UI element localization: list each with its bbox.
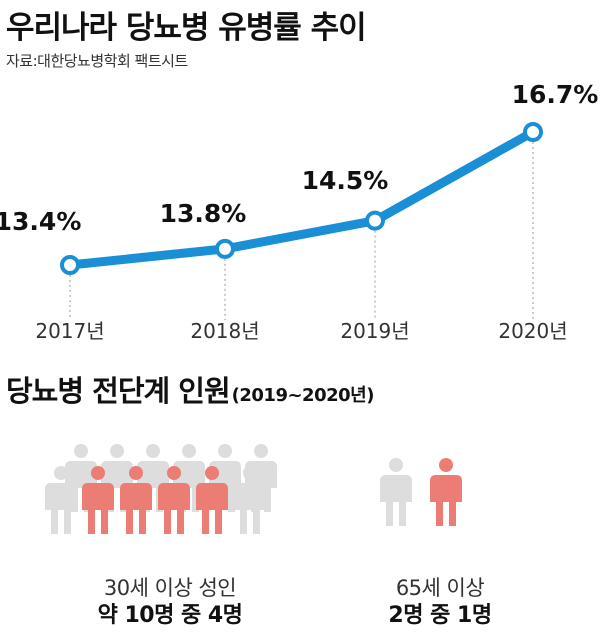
x-tick-label: 2018년 — [190, 319, 259, 343]
caption-adults-line2: 약 10명 중 4명 — [97, 603, 243, 628]
chart-title: 우리나라 당뇨병 유병률 추이 — [6, 10, 367, 46]
data-label: 14.5% — [302, 166, 389, 195]
people-group-seniors — [380, 458, 462, 526]
x-tick-label: 2019년 — [340, 319, 409, 343]
person-icon — [45, 466, 77, 534]
caption-adults-line1: 30세 이상 성인 — [103, 576, 237, 600]
person-icon-highlighted — [120, 466, 152, 534]
data-point — [60, 255, 80, 275]
caption-seniors-line2: 2명 중 1명 — [388, 603, 492, 628]
prevalence-line-chart: 13.4% 13.8% 14.5% 16.7% 2017년 2018년 2019년 2020년 — [0, 80, 599, 343]
person-icon-highlighted — [430, 458, 462, 526]
caption-adults: 30세 이상 성인 약 10명 중 4명 — [30, 574, 310, 630]
section-subtitle: (2019~2020년) — [231, 385, 375, 406]
x-tick-label: 2017년 — [35, 319, 104, 343]
person-icon — [234, 466, 266, 534]
person-icon-highlighted — [158, 466, 190, 534]
data-point — [523, 122, 543, 142]
section-title-text: 당뇨병 전단계 인원 — [6, 374, 231, 408]
data-label: 13.4% — [0, 207, 81, 236]
data-label: 16.7% — [512, 80, 599, 109]
people-group-adults — [45, 444, 277, 534]
person-icon-highlighted — [196, 466, 228, 534]
data-point — [215, 238, 235, 259]
source-note: 자료:대한당뇨병학회 팩트시트 — [6, 52, 188, 70]
section-title: 당뇨병 전단계 인원 (2019~2020년) — [6, 368, 374, 410]
series-line — [65, 127, 538, 270]
caption-seniors-line1: 65세 이상 — [395, 576, 485, 600]
person-icon — [380, 458, 412, 526]
person-icon-highlighted — [82, 466, 114, 534]
caption-seniors: 65세 이상 2명 중 1명 — [300, 574, 580, 630]
data-point — [365, 210, 385, 231]
data-label: 13.8% — [160, 199, 247, 228]
x-tick-label: 2020년 — [498, 319, 567, 343]
